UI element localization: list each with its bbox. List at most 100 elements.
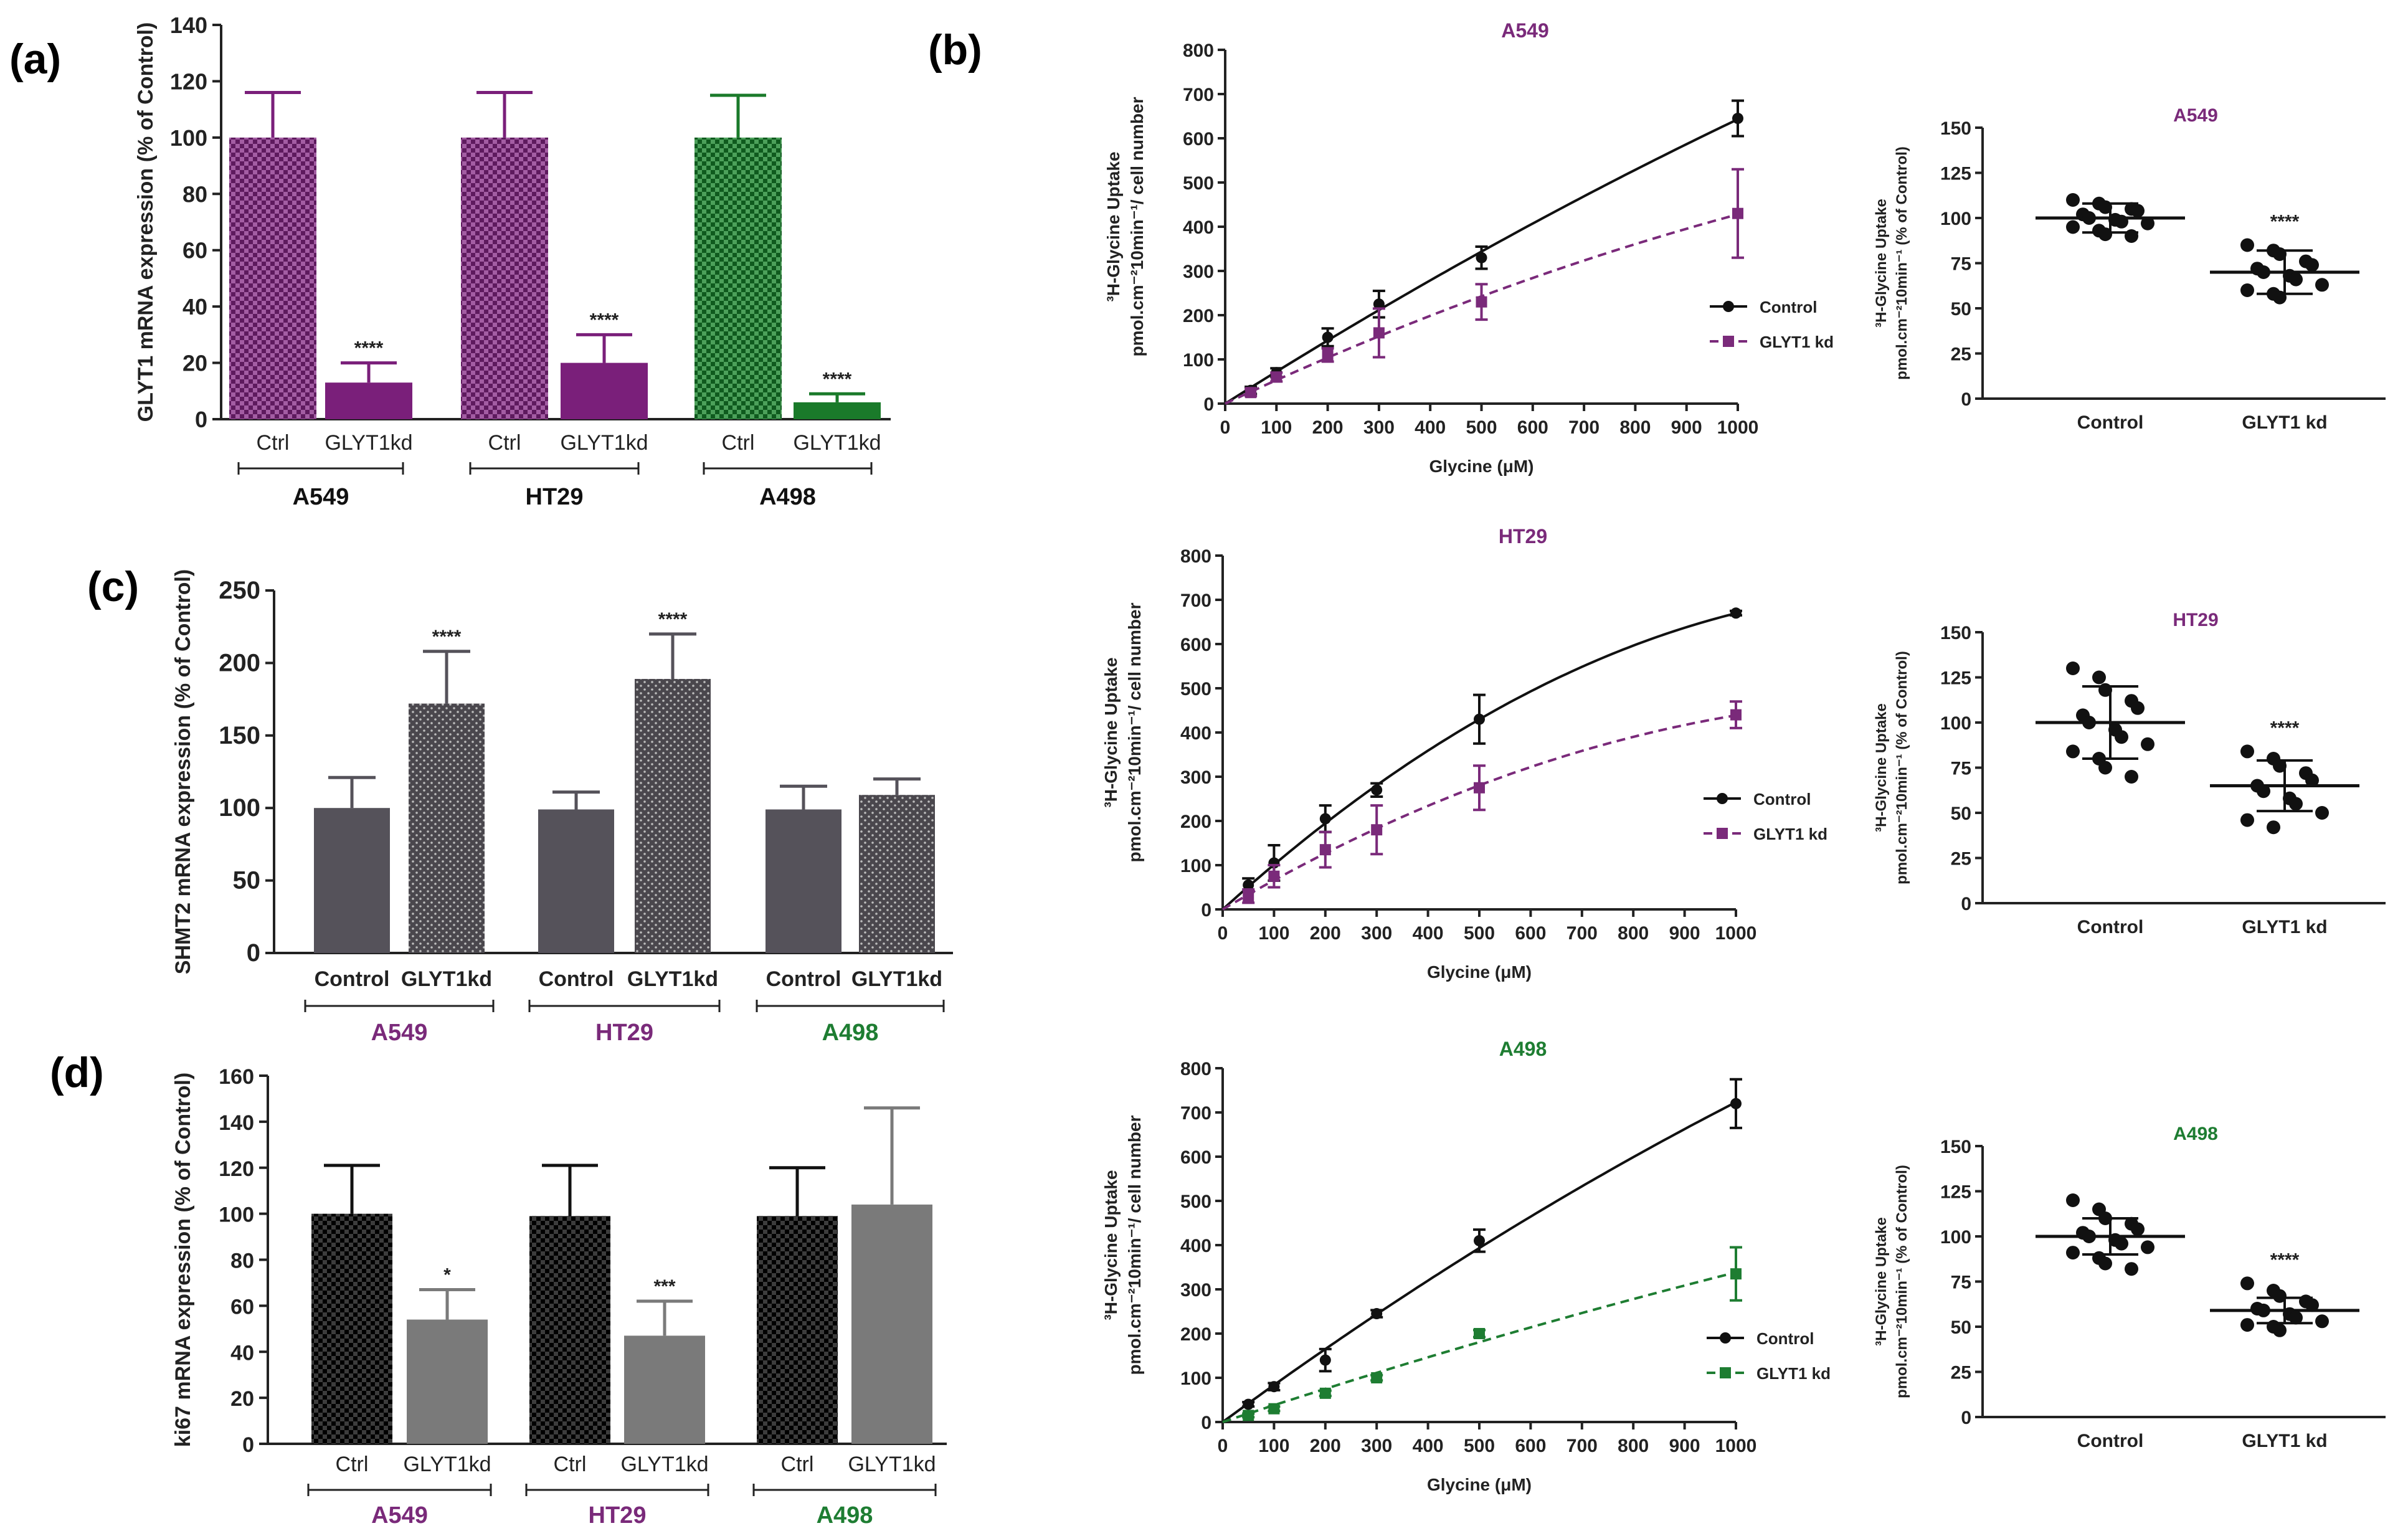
chart-title: A498 xyxy=(1499,1038,1547,1060)
data-point-glyt1-kd xyxy=(1730,709,1742,721)
y-axis-label-line1: ³H-Glycine Uptake xyxy=(1104,151,1123,301)
y-tick-label: 20 xyxy=(230,1387,254,1411)
x-axis-label: Glycine (μM) xyxy=(1427,1475,1532,1494)
data-point-glyt1-kd xyxy=(1476,296,1487,308)
group-label: A498 xyxy=(822,1020,879,1046)
data-point xyxy=(2082,716,2096,729)
data-point xyxy=(2131,204,2145,218)
y-axis-label-line2: pmol.cm⁻²10min⁻¹/ cell number xyxy=(1125,1115,1144,1375)
y-tick-label: 700 xyxy=(1183,85,1214,105)
data-point-control xyxy=(1373,298,1385,310)
y-tick-label: 100 xyxy=(170,125,207,151)
category-label: Control xyxy=(2077,412,2144,433)
data-point xyxy=(2066,1193,2080,1207)
y-tick-label: 0 xyxy=(195,407,207,432)
bar-glyt1kd-ht29 xyxy=(635,679,711,953)
category-label: GLYT1 kd xyxy=(2242,1431,2327,1451)
data-point xyxy=(2115,1236,2128,1251)
data-point-control xyxy=(1319,1354,1331,1366)
data-point xyxy=(2289,797,2303,811)
y-tick-label: 600 xyxy=(1180,635,1211,655)
y-tick-label: 20 xyxy=(182,351,207,376)
data-point-control xyxy=(1730,607,1742,619)
data-point xyxy=(2098,683,2112,697)
data-point xyxy=(2315,1314,2329,1329)
group-label: HT29 xyxy=(595,1020,653,1046)
legend-label: GLYT1 kd xyxy=(1753,825,1827,843)
data-point-control xyxy=(1476,252,1487,263)
data-point xyxy=(2098,761,2112,775)
y-tick-label: 125 xyxy=(1940,1182,1971,1203)
bar-ctrl-a549 xyxy=(311,1213,392,1444)
group-label: HT29 xyxy=(526,484,584,510)
data-point xyxy=(2273,1323,2287,1337)
category-label: Ctrl xyxy=(488,431,521,455)
y-tick-label: 800 xyxy=(1180,1059,1211,1079)
bar-glyt1kd-ht29 xyxy=(624,1335,705,1444)
y-axis-label-line1: ³H-Glycine Uptake xyxy=(1101,657,1121,807)
y-tick-label: 200 xyxy=(1180,812,1211,832)
y-axis-label: GLYT1 mRNA expression (% of Control) xyxy=(134,22,158,422)
y-tick-label: 60 xyxy=(230,1295,254,1319)
data-point xyxy=(2066,220,2080,234)
category-label: GLYT1kd xyxy=(848,1453,936,1476)
data-point-control xyxy=(1732,113,1743,125)
data-point xyxy=(2240,283,2254,297)
significance-mark: **** xyxy=(432,627,462,647)
data-point xyxy=(2141,1240,2154,1254)
y-tick-label: 200 xyxy=(1183,306,1214,326)
legend-marker xyxy=(1723,336,1734,347)
chart-d-ki67: 0 20 40 60 80 100 120 140 160 ki67 mRNA expressio… xyxy=(171,1065,947,1529)
x-tick-label: 300 xyxy=(1361,1436,1392,1456)
data-point-control xyxy=(1730,1097,1742,1109)
y-tick-label: 250 xyxy=(219,577,260,604)
data-point xyxy=(2240,813,2254,827)
data-point xyxy=(2131,1222,2145,1236)
y-tick-label: 150 xyxy=(1940,623,1971,643)
x-tick-label: 500 xyxy=(1464,923,1495,944)
data-point xyxy=(2240,1318,2254,1332)
y-tick-label: 80 xyxy=(182,181,207,207)
y-tick-label: 0 xyxy=(1961,894,1971,914)
chart-b-uptake-ht29: 0 100 200 300 400 500 600 700 800 0 100 200 300 400 50… xyxy=(1101,525,1827,982)
data-point xyxy=(2098,227,2112,242)
significance-mark: **** xyxy=(590,310,619,330)
data-point-glyt1-kd xyxy=(1373,327,1385,339)
x-tick-label: 200 xyxy=(1310,1436,1341,1456)
y-tick-label: 600 xyxy=(1183,129,1214,149)
category-label: GLYT1kd xyxy=(401,967,492,991)
legend-marker xyxy=(1717,793,1728,804)
data-point xyxy=(2257,1303,2270,1317)
y-tick-label: 120 xyxy=(219,1157,254,1181)
data-point-control xyxy=(1268,1381,1280,1393)
bar-ctrl-a498 xyxy=(757,1216,838,1444)
data-point-glyt1-kd xyxy=(1371,1372,1383,1383)
y-tick-label: 500 xyxy=(1183,173,1214,194)
y-tick-label: 75 xyxy=(1951,1273,1971,1293)
group-label: A498 xyxy=(759,484,816,510)
significance-mark: **** xyxy=(658,609,688,630)
bar-glyt1kd-a549 xyxy=(407,1319,488,1444)
x-tick-label: 900 xyxy=(1669,923,1700,944)
legend-marker xyxy=(1717,828,1728,839)
y-tick-label: 150 xyxy=(1940,1137,1971,1157)
bar-ctrl-ht29 xyxy=(461,137,548,419)
y-tick-label: 75 xyxy=(1951,254,1971,275)
y-tick-label: 100 xyxy=(1940,209,1971,229)
y-tick-label: 125 xyxy=(1940,668,1971,689)
data-point xyxy=(2273,1289,2287,1303)
fit-curve-control xyxy=(1221,1101,1737,1423)
bar-ctrl-ht29 xyxy=(529,1216,610,1444)
y-tick-label: 200 xyxy=(219,649,260,676)
y-tick-label: 0 xyxy=(242,1433,254,1457)
chart-title: HT29 xyxy=(2173,610,2218,630)
data-point xyxy=(2141,737,2154,751)
x-tick-label: 300 xyxy=(1361,923,1392,944)
y-tick-label: 50 xyxy=(1951,299,1971,320)
group-label: A549 xyxy=(293,484,349,510)
data-point xyxy=(2125,229,2138,243)
data-point xyxy=(2066,744,2080,759)
x-tick-label: 400 xyxy=(1413,923,1444,944)
legend-label: GLYT1 kd xyxy=(1756,1364,1831,1383)
bar-glyt1kd-a498 xyxy=(859,795,935,953)
